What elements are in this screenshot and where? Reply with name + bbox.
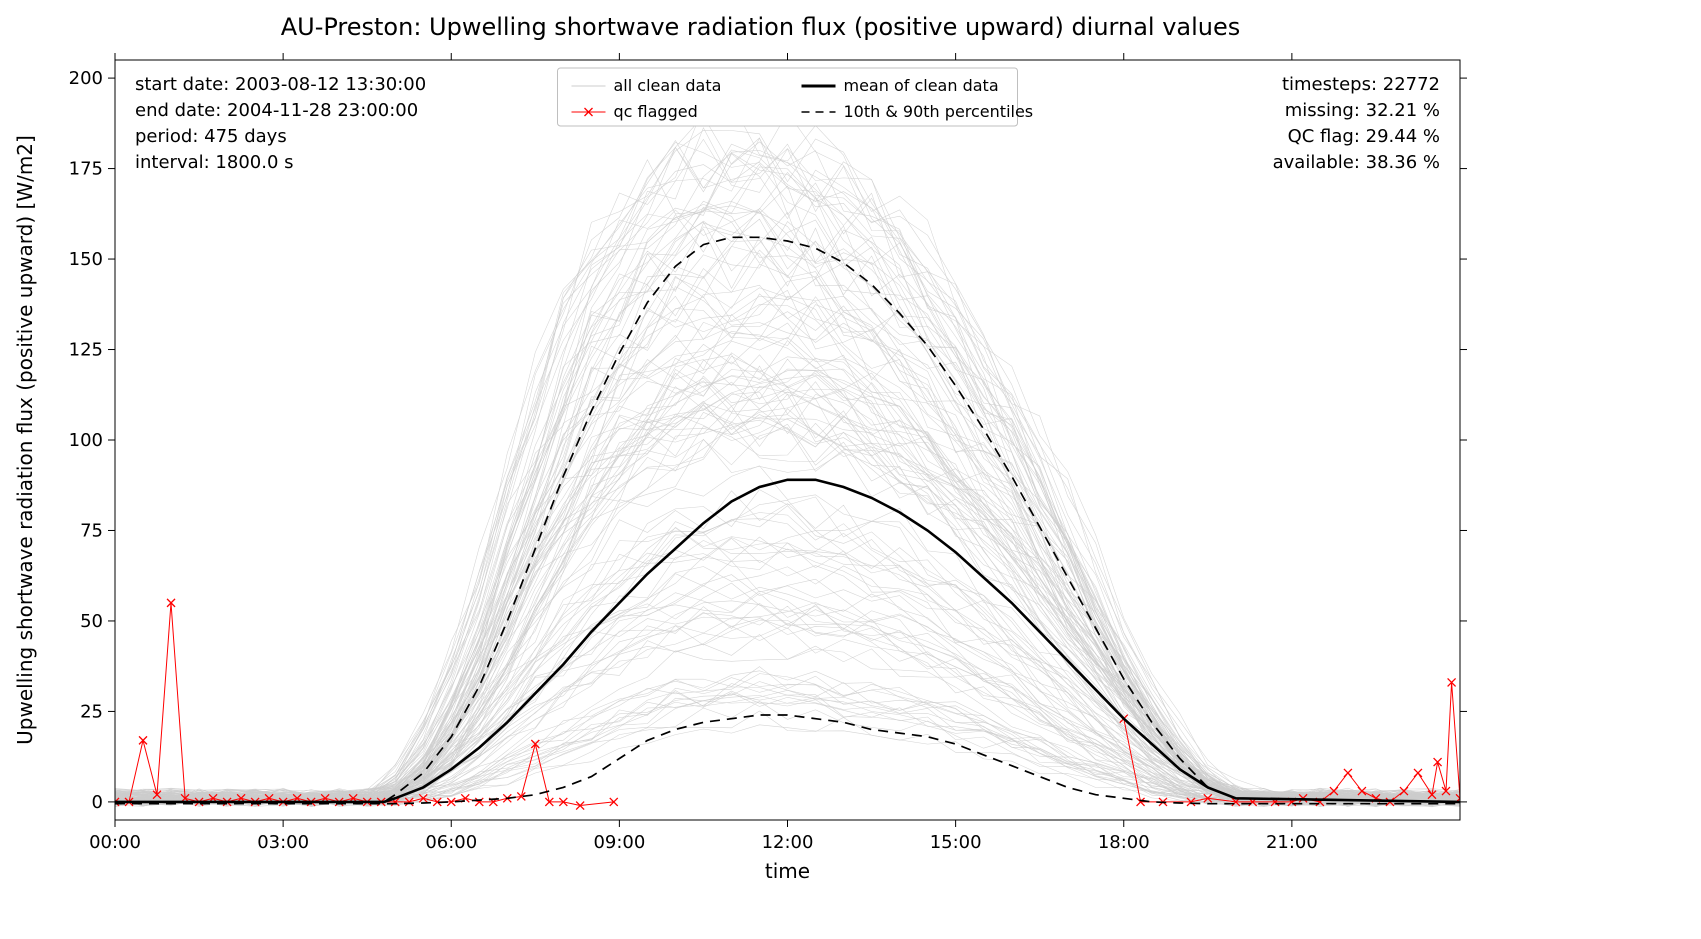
info-left: interval: 1800.0 s [135,152,294,173]
y-tick-label: 175 [69,159,103,180]
x-tick-label: 00:00 [89,832,141,853]
y-tick-label: 125 [69,340,103,361]
x-tick-label: 21:00 [1266,832,1318,853]
x-tick-label: 03:00 [257,832,309,853]
y-tick-label: 100 [69,430,103,451]
legend-label: qc flagged [614,102,698,121]
x-tick-label: 18:00 [1098,832,1150,853]
info-right: QC flag: 29.44 % [1288,126,1440,147]
y-tick-label: 25 [80,701,103,722]
info-right: available: 38.36 % [1273,152,1440,173]
x-tick-label: 15:00 [930,832,982,853]
y-tick-label: 0 [92,792,103,813]
y-tick-label: 50 [80,611,103,632]
y-axis-label: Upwelling shortwave radiation flux (posi… [13,135,37,745]
chart-svg: AU-Preston: Upwelling shortwave radiatio… [0,0,1701,939]
x-tick-label: 06:00 [425,832,477,853]
info-left: start date: 2003-08-12 13:30:00 [135,74,426,95]
y-tick-label: 200 [69,68,103,89]
info-left: end date: 2004-11-28 23:00:00 [135,100,418,121]
legend-label: 10th & 90th percentiles [844,102,1034,121]
x-tick-label: 09:00 [593,832,645,853]
y-tick-label: 150 [69,249,103,270]
x-tick-label: 12:00 [762,832,814,853]
chart-title: AU-Preston: Upwelling shortwave radiatio… [281,13,1241,41]
chart-container: AU-Preston: Upwelling shortwave radiatio… [0,0,1701,939]
info-right: timesteps: 22772 [1282,74,1440,95]
y-tick-label: 75 [80,520,103,541]
legend-label: all clean data [614,76,722,95]
info-left: period: 475 days [135,126,287,147]
info-right: missing: 32.21 % [1285,100,1440,121]
legend-label: mean of clean data [844,76,999,95]
x-axis-label: time [765,859,810,883]
